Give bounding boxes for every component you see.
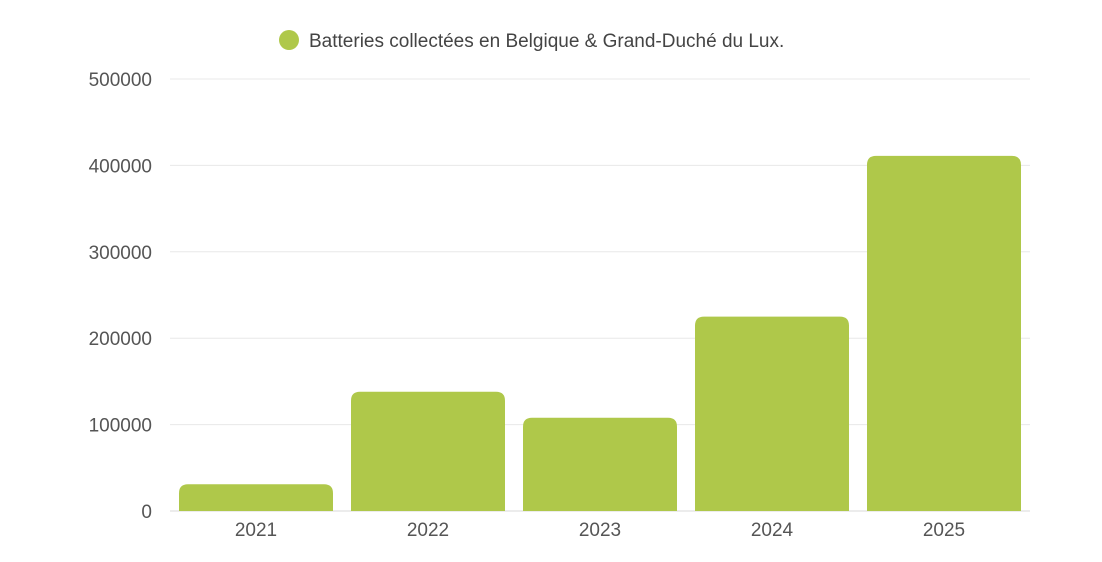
y-tick-label: 200000 xyxy=(89,329,152,350)
bar-2022[interactable] xyxy=(351,391,505,511)
y-tick-label: 400000 xyxy=(89,156,152,177)
x-tick-label: 2025 xyxy=(923,520,965,541)
legend: Batteries collectées en Belgique & Grand… xyxy=(279,30,784,52)
x-axis: 2021 2022 2023 2024 2025 xyxy=(235,520,965,541)
legend-label: Batteries collectées en Belgique & Grand… xyxy=(309,31,784,52)
x-tick-label: 2021 xyxy=(235,520,277,541)
bar-2024[interactable] xyxy=(695,316,849,511)
bar-2023[interactable] xyxy=(523,417,677,511)
legend-swatch xyxy=(279,30,299,50)
y-tick-label: 500000 xyxy=(89,70,152,91)
y-tick-label: 0 xyxy=(141,502,152,523)
x-tick-label: 2024 xyxy=(751,520,794,541)
bars xyxy=(179,155,1021,511)
bar-2025[interactable] xyxy=(867,155,1021,511)
bar-2021[interactable] xyxy=(179,484,333,511)
y-axis: 0 100000 200000 300000 400000 500000 xyxy=(89,70,152,523)
x-tick-label: 2022 xyxy=(407,520,449,541)
x-tick-label: 2023 xyxy=(579,520,621,541)
y-tick-label: 100000 xyxy=(89,416,152,437)
y-tick-label: 300000 xyxy=(89,243,152,264)
